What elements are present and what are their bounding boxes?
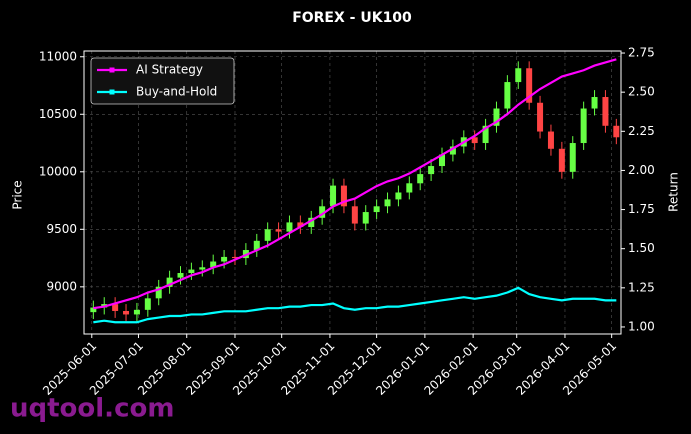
candle-body [340,185,347,207]
y-tick-label: 11000 [39,49,77,63]
candle-body [319,206,326,218]
candle-body [112,304,119,311]
candle-body [166,277,173,287]
candle-body [286,222,293,232]
candle-body [210,261,217,268]
y2-tick-label: 1.00 [628,319,655,333]
candle-body [144,298,151,310]
candle-body [591,97,598,109]
candle-body [231,256,238,259]
y-tick-label: 9000 [46,279,77,293]
candle-body [297,222,304,228]
candle-body [188,269,195,274]
candle-body [90,307,97,313]
candle-body [177,273,184,278]
candle-body [308,217,315,228]
legend-marker [109,89,115,95]
candle-body [428,166,435,175]
candle-body [362,212,369,224]
candle-body [395,192,402,200]
return-line [93,286,617,324]
candle-body [221,256,228,262]
y-tick-label: 9500 [46,222,77,236]
candle-body [264,229,271,241]
y2-tick-label: 1.75 [628,202,655,216]
candle-body [537,102,544,132]
y-axis-label: Price [11,180,25,209]
candle-body [384,199,391,207]
legend-marker [109,67,115,73]
candle-body [330,185,337,207]
y2-tick-label: 1.50 [628,241,655,255]
candle-body [526,68,533,103]
candle-body [569,143,576,172]
candle-body [449,146,456,155]
candle-body [253,240,260,251]
candle-body [133,309,140,315]
y2-tick-label: 2.75 [628,46,655,60]
candle-body [199,267,206,270]
candle-body [351,206,358,224]
candle-body [275,229,282,232]
candle-body [373,206,380,213]
plot-frame [83,50,622,335]
y2-axis-label: Return [667,172,681,212]
candle-body [493,108,500,126]
candle-body [580,108,587,144]
candle-body [613,125,620,138]
candle-body [406,183,413,193]
y2-tick-label: 2.25 [628,124,655,138]
candle-body [547,131,554,149]
candle-body [471,137,478,144]
legend-label: AI Strategy [136,63,203,77]
return-line [93,58,617,310]
y2-tick-label: 2.50 [628,85,655,99]
candle-body [504,82,511,109]
y-tick-label: 10500 [39,107,77,121]
candle-body [515,68,522,83]
candle-body [417,174,424,184]
legend-label: Buy-and-Hold [136,85,217,99]
candle-body [558,148,565,172]
candle-body [439,154,445,167]
y-tick-label: 10000 [39,164,77,178]
candle-body [123,310,130,315]
watermark: uqtool.com [10,394,174,424]
candle-body [482,125,489,144]
y2-tick-label: 2.00 [628,163,655,177]
chart-title: FOREX - UK100 [292,10,412,26]
candle-body [602,97,609,126]
candle-body [155,286,162,299]
y2-tick-label: 1.25 [628,280,655,294]
